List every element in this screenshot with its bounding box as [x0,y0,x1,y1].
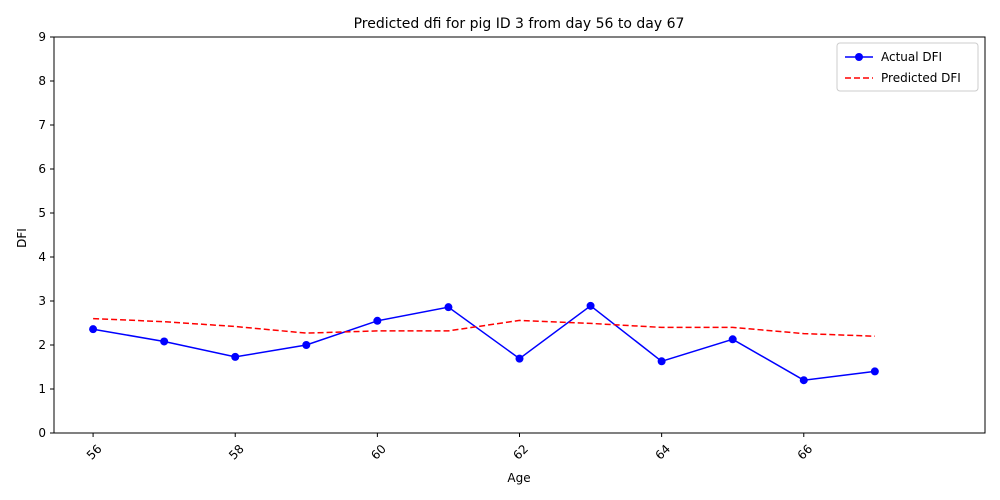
data-point [302,341,311,349]
series-line-1 [92,304,875,381]
axes-frame [53,36,986,434]
y-tick-label: 9 [38,30,46,44]
y-tick-label: 1 [38,382,46,396]
x-tick-label: 66 [795,442,816,463]
x-tick-label: 60 [368,442,389,463]
legend-label-1: Actual DFI [881,50,942,64]
legend-label-2: Predicted DFI [881,71,961,85]
data-point [444,303,453,312]
chart-title: Predicted dfi for pig ID 3 from day 56 t… [354,16,685,32]
data-point [657,357,666,366]
data-point [89,325,98,334]
data-point [870,367,879,376]
data-point [160,337,169,346]
x-tick-label: 64 [652,442,673,463]
data-point [799,376,808,385]
y-axis-label: DFI [15,228,29,248]
data-point [231,352,240,361]
plot-area [89,301,879,385]
y-tick-label: 0 [38,426,46,440]
y-tick-label: 6 [38,162,46,176]
x-tick-label: 56 [84,442,105,463]
y-tick-label: 7 [38,118,46,132]
x-tick-label: 62 [510,442,531,463]
x-axis-label: Age [507,471,530,485]
series-line-2 [93,317,875,337]
y-tick-label: 2 [38,338,46,352]
data-point [373,316,382,325]
legend: Actual DFI Predicted DFI [836,42,979,92]
y-tick-label: 5 [38,206,46,220]
legend-box [836,42,979,92]
data-point [728,335,737,344]
x-tick-label: 58 [226,442,247,463]
legend-marker [855,53,863,61]
y-tick-label: 4 [38,250,46,264]
data-point [586,301,595,310]
y-tick-label: 8 [38,74,46,88]
y-tick-label: 3 [38,294,46,308]
data-point [515,354,524,363]
